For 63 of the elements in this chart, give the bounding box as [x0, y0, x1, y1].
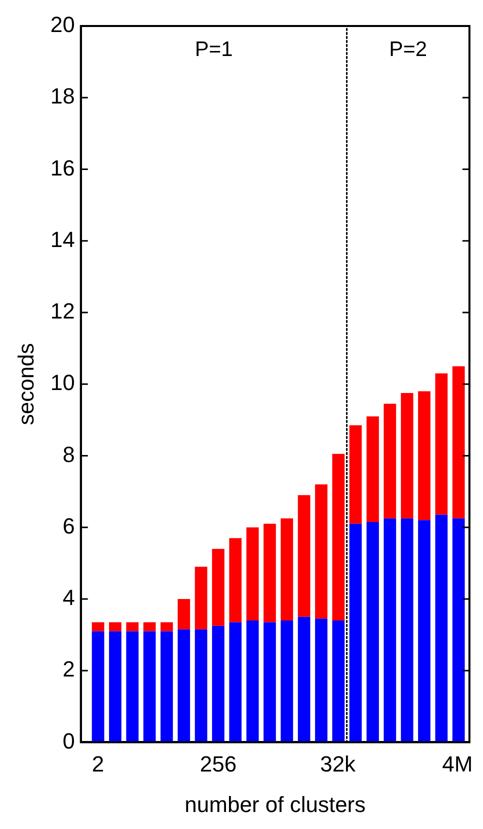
- bar: [349, 425, 362, 524]
- annotation: P=2: [389, 38, 428, 61]
- x-tick-label: 256: [200, 751, 237, 776]
- x-tick-label: 4M: [442, 751, 473, 776]
- bar: [435, 514, 448, 742]
- bar: [332, 620, 345, 742]
- y-tick-label: 12: [50, 298, 75, 324]
- bar: [178, 629, 190, 742]
- y-tick-label: 10: [50, 370, 75, 396]
- bar: [366, 416, 379, 522]
- bar: [194, 629, 208, 742]
- bar: [452, 518, 465, 742]
- bar: [384, 404, 396, 518]
- x-axis-title: number of clusters: [184, 792, 366, 817]
- bar: [366, 522, 379, 742]
- y-tick-label: 0: [62, 728, 75, 754]
- bar: [212, 626, 224, 742]
- bar: [126, 631, 139, 742]
- bar: [246, 620, 259, 742]
- y-tick-label: 14: [50, 226, 75, 252]
- bar: [400, 518, 414, 742]
- bar: [315, 484, 328, 619]
- bar: [194, 566, 208, 630]
- bar: [435, 373, 448, 515]
- bar: [160, 631, 173, 742]
- bar: [109, 631, 122, 742]
- bar: [178, 598, 190, 630]
- bar: [143, 631, 156, 742]
- y-tick-label: 6: [62, 513, 75, 538]
- y-tick-label: 16: [50, 155, 75, 180]
- bar: [264, 524, 276, 622]
- bar: [246, 527, 259, 620]
- bar: [126, 622, 139, 632]
- bar: [298, 495, 310, 617]
- bar: [229, 538, 242, 622]
- bar: [418, 391, 430, 520]
- bar: [280, 620, 294, 742]
- bar: [160, 622, 173, 632]
- y-tick-label: 4: [62, 585, 75, 610]
- bar: [92, 631, 104, 742]
- bar: [384, 518, 396, 742]
- bar: [400, 393, 414, 518]
- y-tick-label: 8: [62, 442, 75, 467]
- x-tick-label: 32k: [320, 751, 357, 776]
- bar: [298, 616, 310, 742]
- annotation: P=1: [194, 38, 233, 61]
- bar: [349, 524, 362, 742]
- bar: [418, 520, 430, 742]
- x-tick-label: 2: [92, 751, 104, 776]
- bar: [229, 622, 242, 742]
- bar: [315, 618, 328, 742]
- bar: [143, 622, 156, 632]
- bar: [212, 548, 224, 626]
- y-tick-label: 2: [62, 656, 75, 682]
- bar: [264, 622, 276, 742]
- y-tick-label: 20: [50, 12, 75, 38]
- bar: [452, 366, 465, 518]
- bar: [280, 518, 294, 620]
- bar: [109, 622, 122, 632]
- bar: [92, 622, 104, 632]
- bar: [332, 454, 345, 620]
- y-tick-label: 18: [50, 84, 75, 109]
- y-axis-title: seconds: [13, 343, 38, 426]
